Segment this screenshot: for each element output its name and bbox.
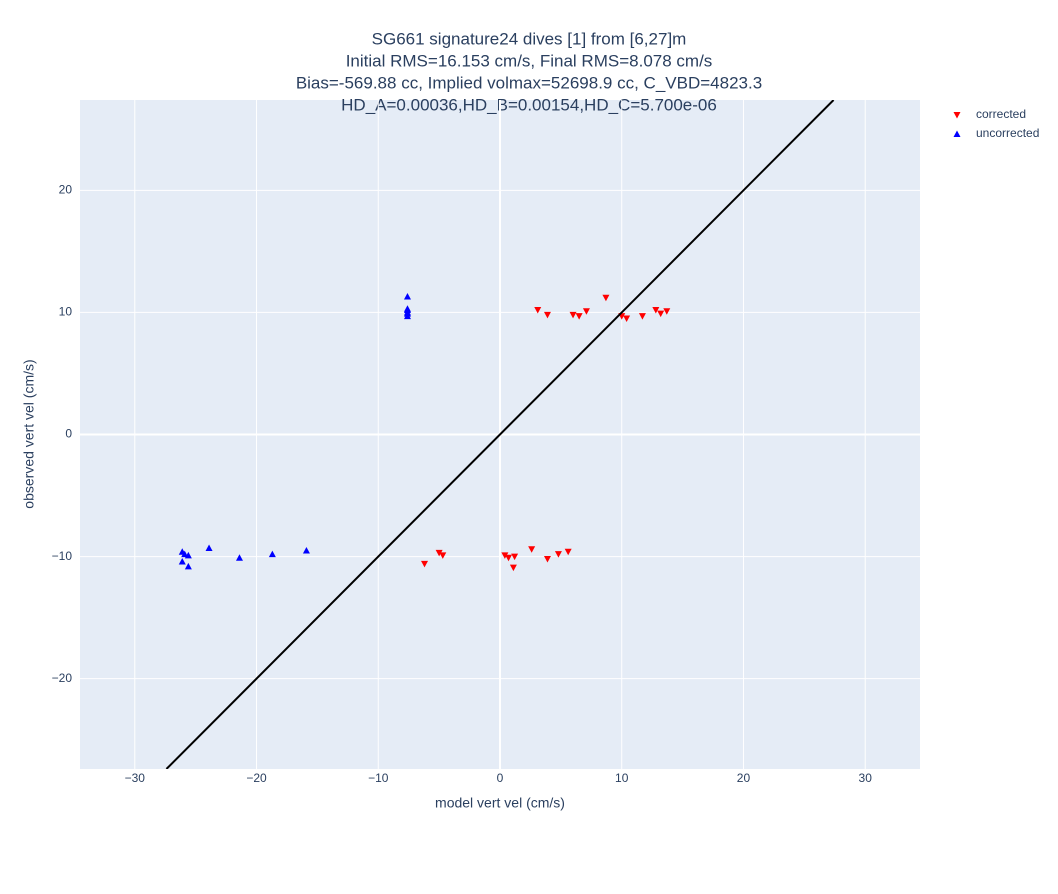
marker <box>511 553 519 561</box>
x-tick-label: −30 <box>125 771 146 785</box>
marker <box>184 562 192 570</box>
y-tick-label: −20 <box>52 671 73 685</box>
marker <box>575 313 583 320</box>
plot-area <box>165 100 835 769</box>
marker <box>505 554 513 562</box>
x-tick-label: −10 <box>368 771 389 785</box>
marker <box>403 293 411 300</box>
marker <box>528 546 536 553</box>
marker <box>509 564 517 572</box>
y-tick-label: 0 <box>65 427 72 441</box>
chart-title: SG661 signature24 dives [1] from [6,27]m <box>372 29 687 48</box>
marker <box>554 551 562 558</box>
legend-symbol <box>953 112 961 119</box>
legend-symbol <box>953 130 961 137</box>
marker <box>543 556 551 563</box>
x-tick-label: 30 <box>859 771 873 785</box>
x-tick-label: 20 <box>737 771 751 785</box>
marker <box>501 552 509 559</box>
marker <box>268 550 276 558</box>
marker <box>569 311 577 319</box>
legend-label: corrected <box>976 107 1026 121</box>
marker <box>403 305 411 312</box>
marker <box>235 554 243 561</box>
marker <box>582 308 590 315</box>
x-axis-label: model vert vel (cm/s) <box>435 795 565 811</box>
marker <box>421 560 429 568</box>
marker <box>184 551 192 559</box>
chart-title: Bias=-569.88 cc, Implied volmax=52698.9 … <box>296 73 762 92</box>
marker <box>543 311 551 319</box>
x-tick-label: −20 <box>246 771 267 785</box>
y-tick-label: 20 <box>59 183 73 197</box>
marker <box>602 294 610 302</box>
marker <box>403 308 411 316</box>
marker <box>403 312 411 320</box>
marker <box>178 557 186 565</box>
marker <box>439 552 447 559</box>
x-tick-label: 10 <box>615 771 629 785</box>
x-tick-label: 0 <box>497 771 504 785</box>
marker <box>663 308 671 315</box>
marker <box>435 549 443 557</box>
y-tick-label: −10 <box>52 549 73 563</box>
marker <box>623 315 631 323</box>
marker <box>638 313 646 320</box>
y-axis-label: observed vert vel (cm/s) <box>21 359 37 508</box>
marker <box>534 306 542 314</box>
chart-title: HD_A=0.00036,HD_B=0.00154,HD_C=5.700e-06 <box>341 95 717 114</box>
marker <box>302 546 310 554</box>
chart-title: Initial RMS=16.153 cm/s, Final RMS=8.078… <box>346 51 713 70</box>
reference-line <box>165 100 835 769</box>
legend-label: uncorrected <box>976 126 1039 140</box>
marker <box>657 310 665 318</box>
marker <box>205 544 213 552</box>
marker <box>564 548 572 556</box>
y-tick-label: 10 <box>59 305 73 319</box>
marker <box>652 306 660 314</box>
